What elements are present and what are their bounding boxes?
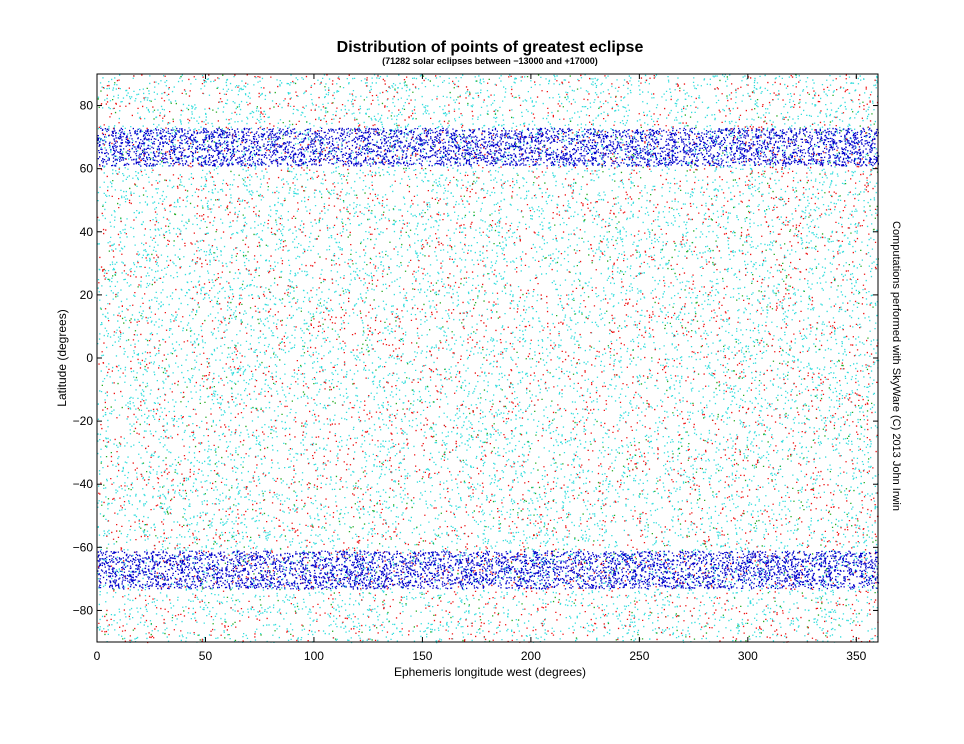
y-tick-label: −20 [73, 414, 94, 428]
y-axis-label: Latitude (degrees) [55, 309, 69, 406]
y-axis: 80 60 40 20 0 −20 −40 −60 −80 [73, 99, 878, 617]
y-tick-label: −60 [73, 540, 94, 554]
y-tick-label: −80 [73, 603, 94, 617]
copyright-annotation: Computations performed with SkyWare (C) … [890, 221, 902, 511]
x-tick-label: 50 [199, 649, 213, 663]
y-tick-label: 80 [80, 99, 94, 113]
x-tick-label: 250 [629, 649, 649, 663]
x-tick-label: 200 [521, 649, 541, 663]
chart-title: Distribution of points of greatest eclip… [337, 39, 644, 56]
scatter-points [97, 74, 880, 644]
x-axis-label: Ephemeris longitude west (degrees) [394, 665, 586, 679]
x-axis: 0 50 100 150 200 250 300 350 [94, 74, 867, 663]
y-tick-label: −40 [73, 477, 94, 491]
x-tick-label: 350 [846, 649, 866, 663]
y-tick-label: 0 [86, 351, 93, 365]
chart-subtitle: (71282 solar eclipses between −13000 and… [382, 56, 598, 66]
plot-frame [96, 73, 879, 643]
y-tick-label: 60 [80, 162, 94, 176]
x-tick-label: 100 [304, 649, 324, 663]
x-tick-label: 0 [94, 649, 101, 663]
y-tick-label: 20 [80, 288, 94, 302]
scatter-points-series [97, 74, 879, 642]
scatter-points-series [97, 74, 880, 644]
plot-area [96, 73, 880, 644]
x-tick-label: 150 [412, 649, 432, 663]
x-tick-label: 300 [738, 649, 758, 663]
y-tick-label: 40 [80, 225, 94, 239]
